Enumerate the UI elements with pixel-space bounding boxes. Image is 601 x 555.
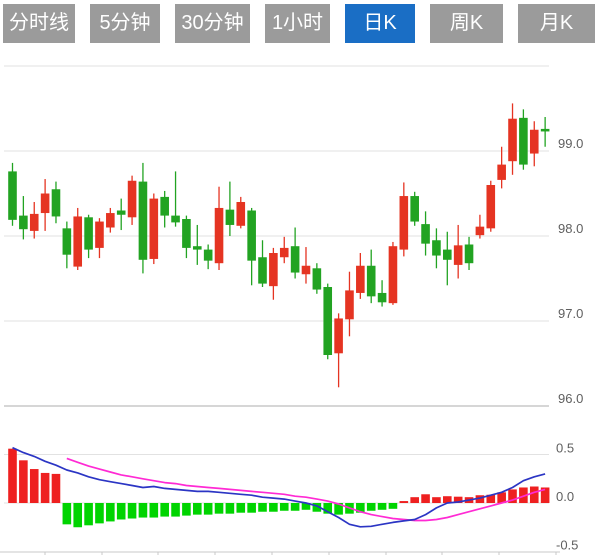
tab-1hour[interactable]: 1小时: [265, 4, 330, 43]
svg-text:-0.5: -0.5: [556, 538, 578, 553]
timeframe-tabbar: 分时线 5分钟 30分钟 1小时 日K 周K 月K: [0, 4, 601, 43]
svg-text:97.0: 97.0: [558, 306, 583, 321]
svg-text:99.0: 99.0: [558, 136, 583, 151]
svg-text:0.5: 0.5: [556, 441, 574, 456]
tab-daily-k[interactable]: 日K: [345, 4, 415, 43]
macd-axis-labels: 0.5 0.0 -0.5: [556, 441, 578, 553]
candles-group: [8, 103, 550, 388]
tab-30min[interactable]: 30分钟: [175, 4, 250, 43]
tab-minute-line[interactable]: 分时线: [3, 4, 75, 43]
macd-gridlines: [4, 454, 549, 504]
svg-text:98.0: 98.0: [558, 221, 583, 236]
dea-line: [66, 457, 546, 522]
dif-line: [12, 446, 546, 528]
tab-5min[interactable]: 5分钟: [90, 4, 160, 43]
svg-text:0.0: 0.0: [556, 489, 574, 504]
svg-text:96.0: 96.0: [558, 391, 583, 406]
price-axis-labels: 99.0 98.0 97.0 96.0: [558, 136, 583, 406]
tab-weekly-k[interactable]: 周K: [430, 4, 503, 43]
macd-histogram: [8, 448, 550, 528]
tab-monthly-k[interactable]: 月K: [518, 4, 595, 43]
x-axis: [0, 551, 560, 555]
price-gridlines: [4, 65, 549, 407]
